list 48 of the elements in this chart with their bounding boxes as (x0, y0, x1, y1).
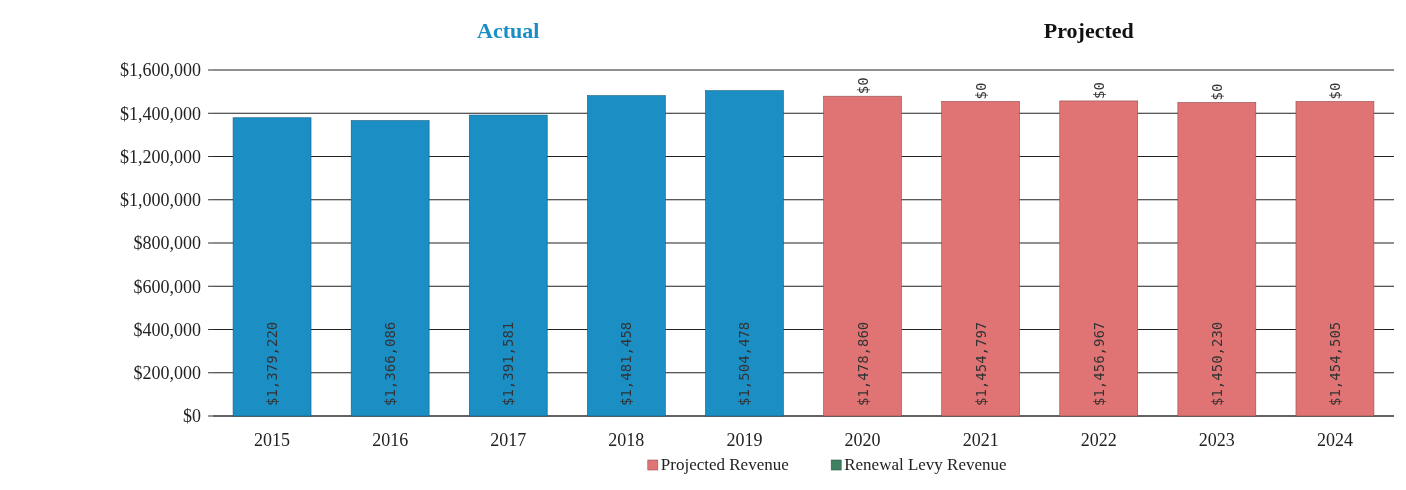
legend-label: Projected Revenue (660, 455, 789, 474)
x-tick-label: 2020 (844, 430, 881, 450)
y-tick-label: $1,200,000 (120, 146, 201, 167)
y-tick-label: $1,000,000 (120, 190, 201, 211)
data-label: $0 (1090, 82, 1107, 99)
data-label: $1,456,967 (1090, 321, 1107, 406)
data-label: $1,366,086 (382, 321, 399, 406)
y-tick-label: $1,600,000 (120, 60, 201, 81)
x-tick-label: 2024 (1316, 430, 1353, 450)
bar (1177, 102, 1257, 417)
y-tick-label: $0 (183, 406, 201, 427)
bar (1295, 101, 1375, 417)
data-label: $1,454,797 (972, 321, 989, 406)
data-label: $0 (854, 77, 871, 95)
data-label: $0 (1208, 83, 1225, 101)
data-label: $1,450,230 (1208, 321, 1225, 406)
data-label: $0 (1326, 82, 1343, 100)
data-label: $1,454,505 (1326, 321, 1343, 406)
x-tick-label: 2019 (726, 430, 763, 450)
bar (1059, 100, 1139, 417)
bar (468, 114, 548, 417)
legend-label: Renewal Levy Revenue (844, 455, 1007, 474)
x-tick-label: 2018 (608, 430, 645, 450)
bar (587, 95, 666, 417)
bar (705, 90, 784, 417)
y-tick-label: $800,000 (133, 233, 201, 254)
x-tick-label: 2021 (962, 430, 999, 450)
bar (941, 101, 1020, 417)
data-label: $1,478,860 (854, 321, 871, 406)
data-label: $1,504,478 (736, 321, 753, 406)
x-tick-label: 2016 (372, 430, 409, 450)
y-tick-label: $200,000 (133, 363, 201, 384)
y-tick-label: $1,400,000 (120, 103, 201, 124)
bar (823, 95, 902, 417)
bar (232, 117, 312, 417)
text: Actual (477, 18, 540, 43)
text: Projected (1043, 18, 1134, 43)
bar (350, 120, 430, 417)
x-tick-label: 2017 (490, 430, 527, 450)
x-tick-label: 2023 (1198, 430, 1235, 450)
data-label: $1,391,581 (500, 321, 517, 406)
x-tick-label: 2015 (254, 430, 291, 450)
y-tick-label: $600,000 (133, 276, 201, 297)
x-tick-label: 2022 (1080, 430, 1117, 450)
data-label: $1,481,458 (618, 321, 635, 406)
data-label: $1,379,220 (264, 321, 281, 406)
y-tick-label: $400,000 (133, 319, 201, 340)
data-label: $0 (972, 82, 989, 100)
